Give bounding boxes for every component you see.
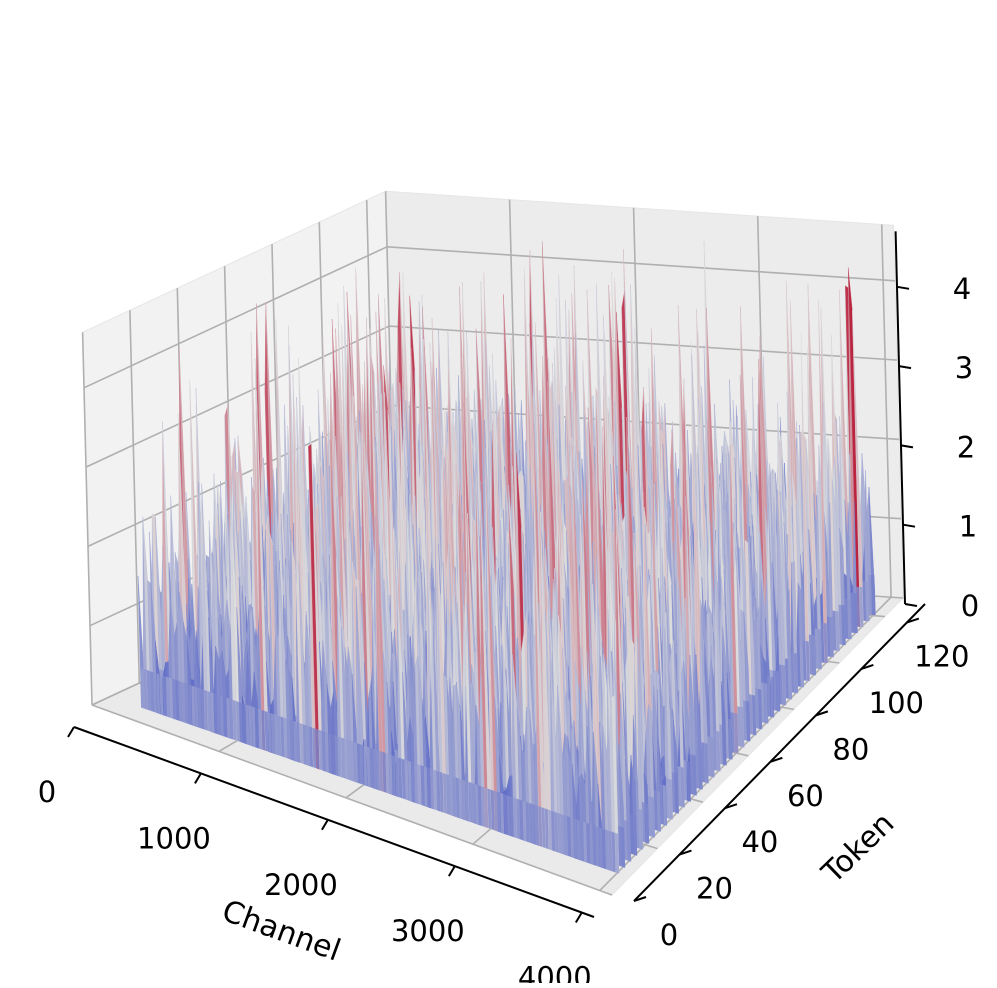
surface-base-band bbox=[859, 587, 864, 627]
y-grid-line bbox=[129, 310, 141, 684]
x-grid-line bbox=[880, 224, 892, 598]
surface-base-band bbox=[865, 581, 870, 621]
surface-plot bbox=[137, 240, 876, 874]
z-grid-line bbox=[83, 246, 388, 389]
surface-base-band bbox=[847, 599, 852, 639]
y-grid-line bbox=[81, 332, 93, 706]
surface-facet bbox=[852, 310, 864, 628]
surface-base-band bbox=[841, 605, 846, 645]
surface-base-band bbox=[871, 575, 876, 615]
z-grid-line bbox=[386, 246, 896, 282]
surface-base-band bbox=[862, 580, 867, 621]
surface-base-band bbox=[853, 593, 858, 633]
y-grid-line bbox=[91, 704, 613, 896]
z-grid-line bbox=[388, 325, 898, 361]
